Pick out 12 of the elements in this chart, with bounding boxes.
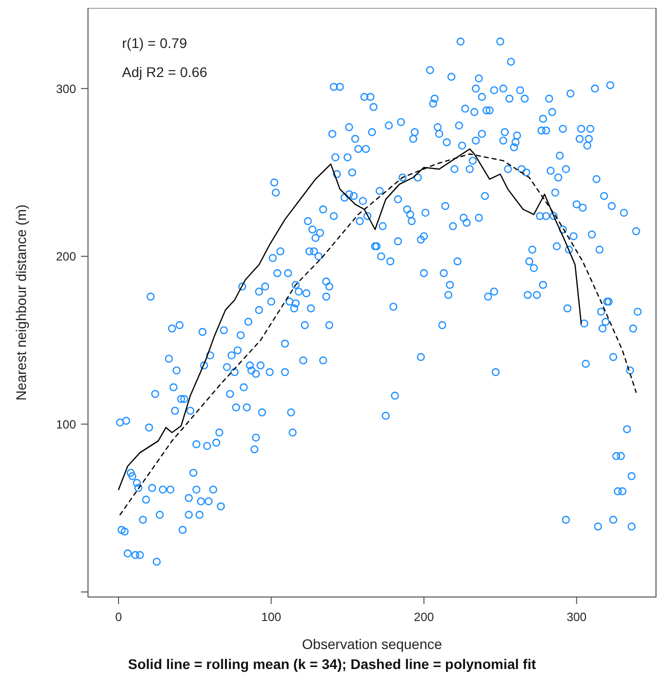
y-tick-label: 300	[56, 82, 76, 96]
x-axis-title: Observation sequence	[302, 636, 442, 652]
annotation: Adj R2 = 0.66	[122, 64, 208, 80]
annotation: r(1) = 0.79	[122, 35, 188, 51]
y-tick-label: 100	[56, 417, 76, 432]
text: Solid line = rolling mean (k = 34); Dashed line = polynomial fit	[128, 656, 536, 672]
x-tick-label: 0	[115, 610, 122, 624]
x-tick-label: 200	[414, 610, 434, 624]
x-tick-label: 100	[261, 610, 282, 624]
y-axis-title: Nearest neighbour distance (m)	[13, 204, 29, 401]
y-tick-label: 200	[56, 250, 76, 264]
x-tick-label: 300	[566, 610, 587, 624]
